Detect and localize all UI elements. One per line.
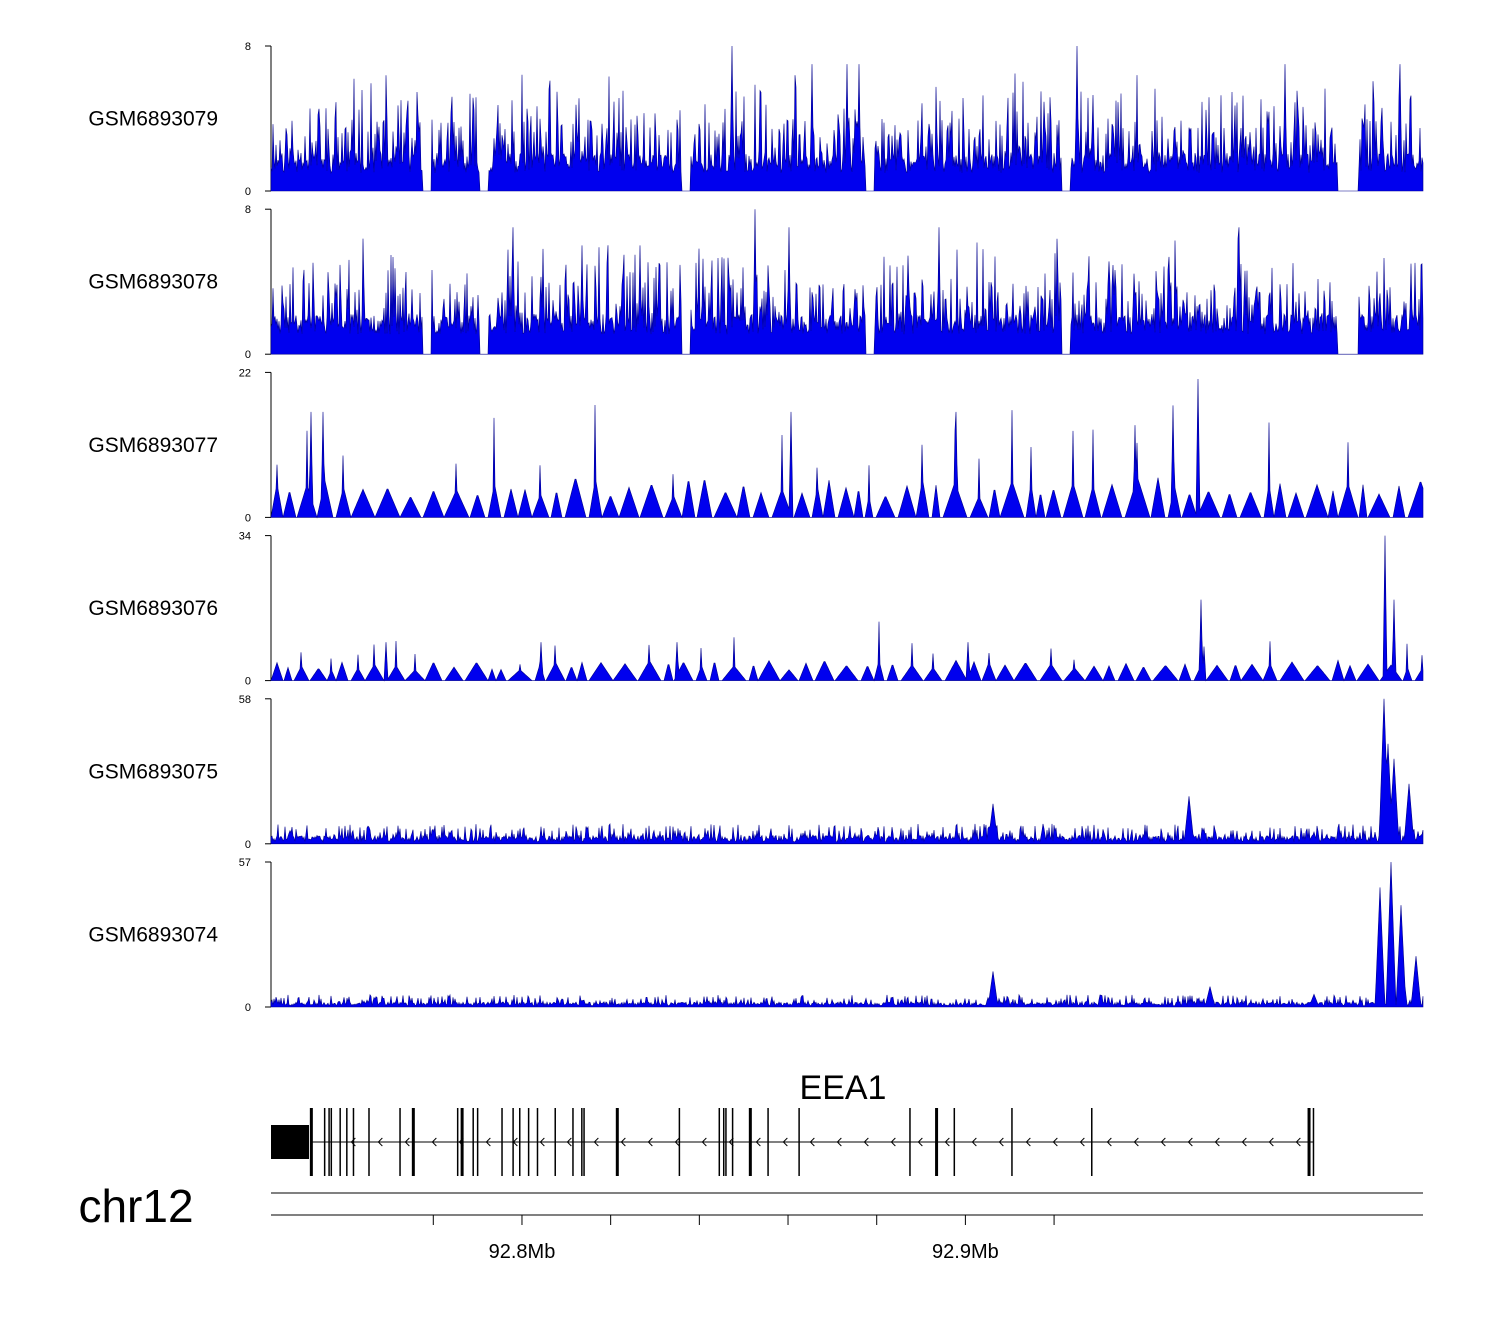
strand-chevron xyxy=(1052,1137,1058,1147)
strand-chevron xyxy=(431,1137,437,1147)
strand-chevron xyxy=(944,1137,950,1147)
track-label: GSM6893079 xyxy=(88,108,218,131)
y-tick-min-label: 0 xyxy=(245,349,251,361)
strand-chevron xyxy=(809,1137,815,1147)
gene-label: EEA1 xyxy=(800,1069,887,1107)
track-GSM6893079: GSM6893079 8 0 xyxy=(88,41,1424,198)
strand-chevron xyxy=(1106,1137,1112,1147)
track-GSM6893078: GSM6893078 8 0 xyxy=(88,204,1424,361)
strand-chevron xyxy=(1214,1137,1220,1147)
genomic-axis: chr12 92.8Mb 92.9Mb xyxy=(78,1180,1423,1263)
strand-chevron xyxy=(755,1137,761,1147)
coverage-area xyxy=(270,378,1424,519)
coverage-area xyxy=(270,209,1424,355)
strand-chevron xyxy=(1133,1137,1139,1147)
strand-chevron xyxy=(539,1137,545,1147)
strand-chevron xyxy=(647,1137,653,1147)
strand-chevron xyxy=(998,1137,1004,1147)
strand-chevron xyxy=(1025,1137,1031,1147)
strand-chevron xyxy=(971,1137,977,1147)
x-tick-label: 92.9Mb xyxy=(932,1241,999,1263)
coverage-area xyxy=(270,861,1424,1008)
strand-chevron xyxy=(836,1137,842,1147)
track-label: GSM6893077 xyxy=(88,434,218,457)
y-tick-min-label: 0 xyxy=(245,186,251,198)
y-tick-max-label: 8 xyxy=(245,204,251,216)
strand-chevron xyxy=(377,1137,383,1147)
strand-chevron xyxy=(620,1137,626,1147)
y-tick-min-label: 0 xyxy=(245,1002,251,1014)
y-tick-min-label: 0 xyxy=(245,676,251,688)
strand-chevron xyxy=(890,1137,896,1147)
track-GSM6893074: GSM6893074 57 0 xyxy=(88,857,1424,1014)
strand-chevron xyxy=(404,1137,410,1147)
strand-chevron xyxy=(1268,1137,1274,1147)
x-tick-label: 92.8Mb xyxy=(489,1241,556,1263)
track-label: GSM6893076 xyxy=(88,597,218,620)
y-tick-min-label: 0 xyxy=(245,839,251,851)
y-tick-max-label: 58 xyxy=(239,694,251,706)
chromosome-label: chr12 xyxy=(78,1180,193,1232)
y-tick-min-label: 0 xyxy=(245,512,251,524)
strand-chevron xyxy=(863,1137,869,1147)
track-label: GSM6893078 xyxy=(88,271,218,294)
track-GSM6893077: GSM6893077 22 0 xyxy=(88,367,1424,524)
y-tick-max-label: 22 xyxy=(239,367,251,379)
gene-model xyxy=(271,1108,1315,1176)
coverage-area xyxy=(270,535,1424,682)
track-GSM6893076: GSM6893076 34 0 xyxy=(88,531,1424,688)
strand-chevron xyxy=(917,1137,923,1147)
track-label: GSM6893075 xyxy=(88,760,218,783)
strand-chevron xyxy=(1160,1137,1166,1147)
y-tick-max-label: 57 xyxy=(239,857,251,869)
strand-chevron xyxy=(782,1137,788,1147)
utr-block xyxy=(271,1125,309,1159)
strand-chevron xyxy=(1079,1137,1085,1147)
strand-chevron xyxy=(566,1137,572,1147)
track-label: GSM6893074 xyxy=(88,924,218,947)
gene-track: EEA1 xyxy=(271,1069,1315,1176)
coverage-area xyxy=(270,698,1424,845)
strand-chevron xyxy=(593,1137,599,1147)
y-tick-max-label: 34 xyxy=(239,531,251,543)
y-tick-max-label: 8 xyxy=(245,41,251,53)
strand-chevron xyxy=(1295,1137,1301,1147)
strand-chevron xyxy=(674,1137,680,1147)
strand-chevron xyxy=(485,1137,491,1147)
strand-chevron xyxy=(1241,1137,1247,1147)
strand-chevron xyxy=(1187,1137,1193,1147)
coverage-tracks: GSM689307980GSM689307880GSM6893077220GSM… xyxy=(88,41,1424,1014)
coverage-area xyxy=(270,45,1424,192)
strand-chevron xyxy=(701,1137,707,1147)
track-GSM6893075: GSM6893075 58 0 xyxy=(88,694,1424,851)
